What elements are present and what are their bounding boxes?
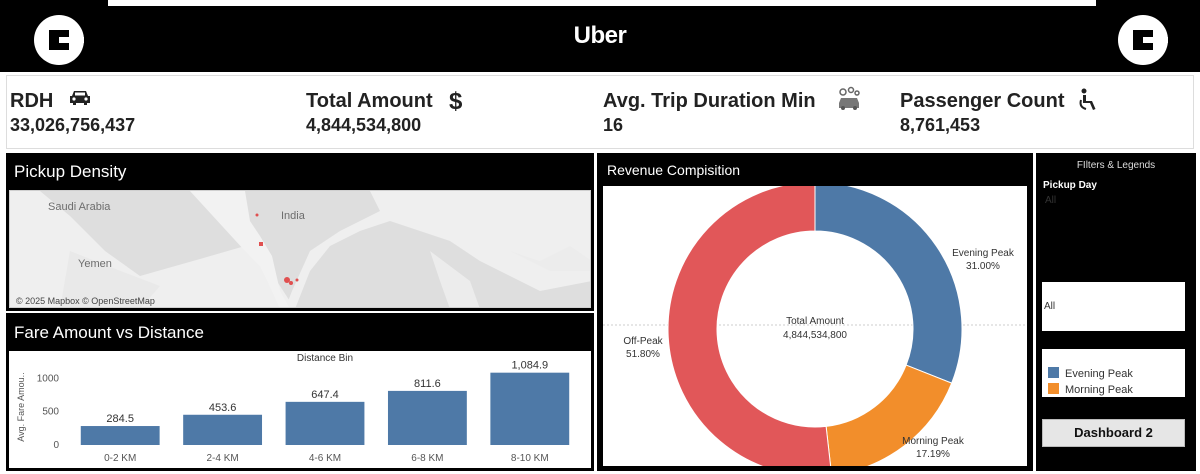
x-tick-label-0: 0-2 KM [104, 453, 136, 464]
kpi-avg-trip-value: 16 [603, 115, 624, 135]
x-tick-label-1: 2-4 KM [206, 453, 238, 464]
kpi-rdh-value: 33,026,756,437 [10, 115, 136, 135]
bar-value-label-4: 1,084.9 [511, 360, 548, 372]
kpi-row [6, 75, 1194, 149]
color-legend: Evening Peak Morning Peak [1042, 349, 1185, 397]
revenue-panel: Revenue Compisition Evening Peak 31.00% Mo… [597, 153, 1033, 474]
bar-6-8 KM [387, 390, 467, 445]
pickup-density-panel: Pickup Density Saudi Arabia India Yemen … [6, 153, 594, 311]
kpi-passenger-value: 8,761,453 [900, 115, 981, 135]
pickup-map[interactable]: Saudi Arabia India Yemen © 2025 Mapbox ©… [9, 190, 591, 308]
donut-slice-evening-peak [814, 181, 963, 384]
revenue-title: Revenue Compisition [607, 162, 741, 178]
bar-2-4 KM [183, 414, 263, 445]
revenue-chart-area: Evening Peak 31.00% Morning Peak 17.19% Off-… [603, 181, 1027, 474]
legend-evening-peak[interactable]: Evening Peak [1048, 367, 1133, 380]
bar-4-6 KM [285, 401, 365, 445]
filter-select-value: All [1044, 301, 1056, 312]
donut-center-value: 4,844,534,800 [783, 330, 847, 341]
x-tick-label-3: 6-8 KM [411, 453, 443, 464]
donut-center-label: Total Amount [786, 316, 844, 327]
filters-sidebar: FIlters & Legends Pickup Day All All Eve… [1036, 153, 1196, 471]
bar-value-label-1: 453.6 [209, 402, 237, 414]
dollar-icon: $ [449, 88, 463, 115]
header-bar: Uber [0, 0, 1200, 72]
kpi-total-amount-title: Total Amount [306, 90, 433, 112]
dashboard-2-button[interactable]: Dashboard 2 [1042, 419, 1185, 447]
pickup-day-dropdown[interactable]: All [1045, 195, 1057, 206]
y-tick-label-0: 0 [53, 440, 59, 451]
pickup-density-title: Pickup Density [8, 157, 590, 187]
fare-chart-area: Distance Bin Avg. Fare Amou.. 0 500 1000 284.… [9, 351, 591, 468]
y-tick-label-1: 500 [42, 407, 59, 418]
sidebar-title: FIlters & Legends [1076, 160, 1156, 171]
header-top-line [108, 0, 1096, 6]
car-wash-icon [835, 86, 863, 117]
uber-logo-right-icon [1118, 15, 1168, 65]
fare-distance-panel: Fare Amount vs Distance Distance Bin Avg.… [6, 313, 594, 471]
bar-chart-title: Distance Bin [297, 353, 353, 364]
bar-value-label-0: 284.5 [106, 413, 134, 425]
fare-distance-title: Fare Amount vs Distance [8, 317, 590, 349]
slice-percent-label-0: 31.00% [966, 261, 1000, 272]
slice-percent-label-2: 51.80% [626, 349, 660, 360]
slice-name-label-2: Off-Peak [623, 336, 663, 347]
map-label-india: India [281, 210, 305, 222]
bar-8-10 KM [490, 372, 570, 445]
map-attribution: © 2025 Mapbox © OpenStreetMap [16, 296, 155, 306]
kpi-avg-trip-title: Avg. Trip Duration Min [603, 90, 816, 112]
uber-logo-left-icon [34, 15, 84, 65]
kpi-rdh-title: RDH [10, 90, 54, 112]
map-label-yemen: Yemen [78, 258, 112, 270]
bar-value-label-2: 647.4 [311, 389, 339, 401]
bar-value-label-3: 811.6 [414, 378, 441, 390]
kpi-passenger-title: Passenger Count [900, 90, 1065, 112]
slice-name-label-1: Morning Peak [902, 436, 965, 447]
x-tick-label-4: 8-10 KM [511, 453, 549, 464]
bar-y-axis-label: Avg. Fare Amou.. [16, 372, 26, 441]
wheelchair-icon [1078, 88, 1098, 117]
filter-select[interactable]: All [1042, 282, 1185, 331]
brand-title: Uber [573, 22, 627, 49]
map-label-saudi-arabia: Saudi Arabia [48, 201, 111, 213]
revenue-donut-chart: Evening Peak 31.00% Morning Peak 17.19% Off-… [603, 181, 1027, 474]
kpi-total-amount-value: 4,844,534,800 [306, 115, 422, 135]
legend-morning-peak[interactable]: Morning Peak [1048, 383, 1133, 396]
y-tick-label-2: 1000 [37, 373, 60, 384]
car-icon [68, 87, 92, 113]
slice-name-label-0: Evening Peak [952, 248, 1015, 259]
donut-slice-morning-peak [825, 364, 953, 474]
pickup-day-label: Pickup Day [1043, 180, 1097, 191]
bar-0-2 KM [80, 426, 160, 445]
slice-percent-label-1: 17.19% [916, 449, 950, 460]
fare-bar-chart: Distance Bin Avg. Fare Amou.. 0 500 1000 284.… [16, 353, 570, 464]
x-tick-label-2: 4-6 KM [309, 453, 341, 464]
